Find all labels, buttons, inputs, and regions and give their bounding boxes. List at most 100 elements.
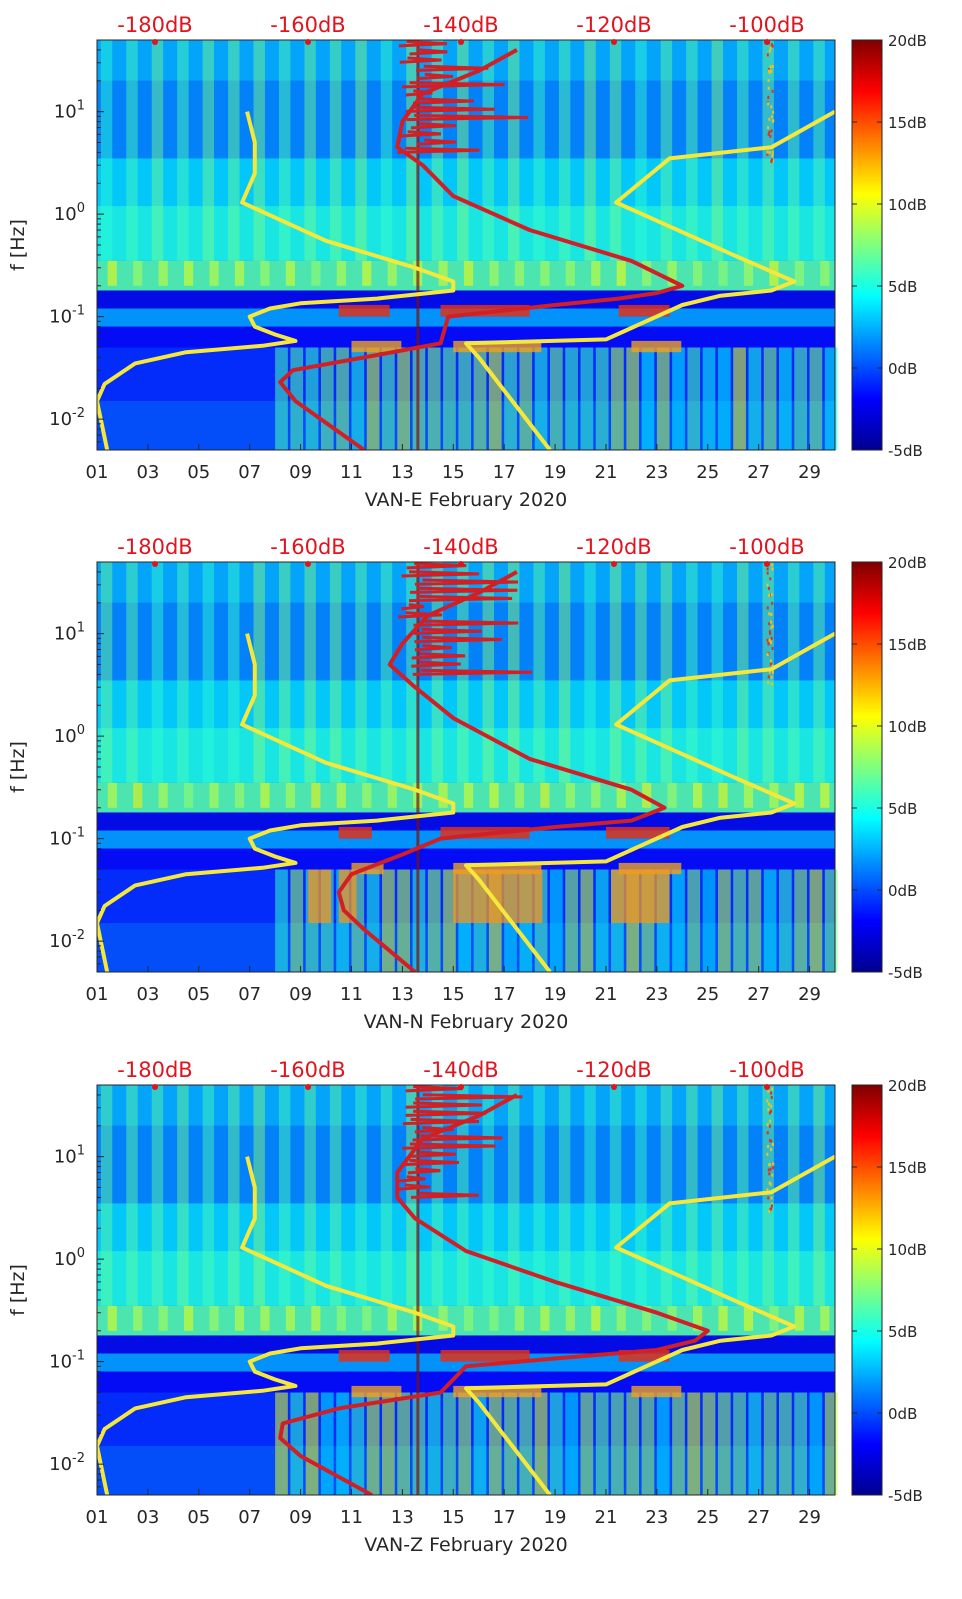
- low-frequency-bar: [382, 1392, 395, 1495]
- top-db-marker: [458, 561, 464, 567]
- daily-streak: [762, 1085, 774, 1306]
- microseism-streak: [209, 782, 219, 808]
- high-energy-patch: [308, 869, 332, 924]
- daily-streak: [507, 40, 520, 261]
- microseism-streak: [311, 1305, 321, 1331]
- colorbar-label: 0dB: [888, 882, 917, 900]
- curve-red-spike: [405, 1109, 487, 1117]
- microseism-streak: [794, 260, 804, 286]
- top-db-label: -180dB: [117, 13, 192, 37]
- daily-streak: [406, 40, 418, 261]
- transient-speck: [770, 105, 773, 109]
- daily-streak: [711, 1085, 724, 1306]
- low-frequency-bar: [382, 869, 395, 972]
- low-frequency-bar: [611, 1392, 624, 1495]
- top-db-marker: [152, 39, 158, 45]
- daily-streak: [660, 1085, 673, 1306]
- x-tick-label: 21: [595, 984, 618, 1005]
- low-frequency-bar: [580, 869, 594, 972]
- low-frequency-bar: [717, 869, 731, 972]
- y-tick-label: 100: [54, 723, 85, 747]
- low-frequency-bar: [366, 1392, 380, 1495]
- x-tick-label: 17: [493, 984, 516, 1005]
- high-energy-patch: [631, 1385, 682, 1398]
- daily-streak: [787, 1085, 800, 1306]
- curve-red: [278, 48, 685, 450]
- low-frequency-bar: [488, 1392, 502, 1495]
- daily-streak: [406, 562, 418, 783]
- daily-streak: [787, 40, 800, 261]
- low-frequency-bar: [443, 1392, 456, 1495]
- transient-speck: [766, 150, 769, 154]
- microseism-streak: [234, 260, 245, 286]
- transient-speck: [772, 1166, 775, 1170]
- curve-red-spike: [411, 652, 466, 660]
- low-frequency-bar: [702, 869, 716, 972]
- x-tick-label: 17: [493, 1507, 516, 1528]
- microseism-streak: [692, 1305, 703, 1331]
- daily-streak: [380, 40, 393, 261]
- high-energy-patch: [618, 304, 670, 317]
- transient-speck: [770, 636, 773, 640]
- transient-speck: [769, 65, 772, 69]
- daily-streak: [660, 40, 673, 261]
- colorbar-label: 5dB: [888, 1323, 917, 1341]
- x-tick-label: 19: [544, 984, 567, 1005]
- microseism-streak: [133, 782, 143, 808]
- top-db-label: -100dB: [729, 13, 804, 37]
- x-tick-label: 05: [187, 462, 210, 483]
- colorbar-label: 0dB: [888, 360, 917, 378]
- transient-speck: [770, 675, 773, 679]
- y-tick-label: 10-2: [49, 406, 85, 430]
- y-tick-label: 101: [54, 621, 85, 645]
- top-db-marker: [764, 39, 770, 45]
- high-energy-patch: [611, 869, 670, 924]
- transient-speck: [768, 71, 771, 75]
- transient-speck: [766, 1099, 769, 1103]
- colorbar-label: 10dB: [888, 718, 927, 736]
- transient-speck: [766, 638, 769, 642]
- microseism-streak: [667, 782, 677, 808]
- transient-speck: [771, 150, 774, 154]
- spectrogram-panel-van-e: 01 03 05 07 09 11 13 15 17 19 21 23 25 27 29 VAN-E Febr…: [7, 13, 927, 511]
- microseism-streak: [184, 260, 194, 286]
- microseism-streak: [667, 260, 677, 286]
- curve-red-spike: [414, 578, 519, 586]
- low-frequency-bar: [763, 869, 777, 972]
- low-frequency-bar: [672, 869, 685, 972]
- transient-speck: [768, 638, 771, 642]
- low-frequency-bar: [427, 1392, 441, 1495]
- microseism-streak: [387, 260, 397, 286]
- microseism-streak: [107, 1305, 117, 1331]
- curve-red-spike: [406, 113, 529, 122]
- low-frequency-bar: [702, 1392, 716, 1495]
- transient-speck: [770, 1202, 773, 1206]
- colorbar-label: 15dB: [888, 114, 927, 132]
- transient-speck: [770, 115, 773, 119]
- curve-yellow-right: [464, 631, 835, 972]
- low-frequency-bar: [794, 1392, 808, 1495]
- curve-red-spike: [398, 40, 448, 48]
- microseism-streak: [540, 260, 550, 286]
- high-energy-patch: [453, 869, 543, 924]
- daily-streak: [787, 562, 800, 783]
- daily-streak: [228, 1085, 240, 1306]
- low-frequency-bar: [717, 1392, 731, 1495]
- daily-streak: [329, 40, 342, 261]
- x-tick-label: 15: [442, 984, 465, 1005]
- low-frequency-bar: [733, 347, 746, 450]
- colorbar-label: 5dB: [888, 800, 917, 818]
- low-frequency-bar: [397, 869, 411, 972]
- daily-streak: [355, 40, 367, 261]
- spectrogram-band: [97, 158, 835, 207]
- low-frequency-bar: [427, 347, 441, 450]
- transient-speck: [769, 1167, 772, 1171]
- microseism-streak: [387, 782, 397, 808]
- daily-streak: [686, 562, 698, 783]
- low-frequency-bar: [748, 869, 762, 972]
- transient-speck: [766, 1123, 769, 1127]
- colorbar-label: 0dB: [888, 1405, 917, 1423]
- curve-red-spike: [410, 122, 457, 130]
- top-db-marker: [458, 1084, 464, 1090]
